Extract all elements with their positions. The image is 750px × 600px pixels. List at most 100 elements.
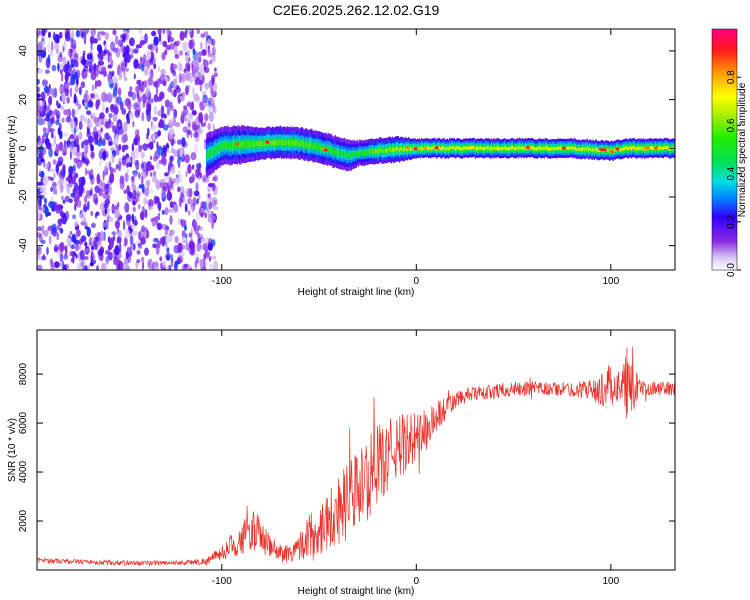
noise-cell	[117, 219, 120, 227]
noise-cell	[167, 30, 173, 37]
noise-cell	[59, 51, 63, 58]
noise-cell	[140, 56, 143, 62]
noise-cell	[193, 93, 199, 102]
noise-cell	[94, 213, 98, 219]
noise-cell	[173, 45, 178, 56]
noise-cell	[189, 267, 193, 270]
colorbar-tick-label: 0.0	[726, 263, 737, 277]
noise-cell	[170, 258, 174, 268]
noise-cell	[87, 200, 90, 211]
signal-cell	[285, 140, 287, 146]
signal-cell	[233, 141, 235, 148]
noise-cell	[179, 30, 185, 41]
noise-cell	[159, 237, 165, 245]
signal-cell	[558, 146, 561, 150]
signal-cell	[219, 144, 221, 152]
signal-cell	[444, 147, 446, 151]
noise-cell	[53, 134, 57, 146]
noise-cell	[40, 152, 44, 159]
signal-cell	[606, 148, 608, 152]
signal-cell	[328, 147, 331, 153]
signal-cell	[349, 152, 352, 158]
noise-cell	[60, 243, 63, 254]
signal-cell	[411, 146, 413, 151]
noise-cell	[93, 38, 98, 44]
signal-cell	[597, 149, 599, 153]
noise-cell	[172, 89, 177, 98]
noise-cell	[45, 69, 50, 74]
signal-cell	[338, 150, 340, 156]
noise-cell	[99, 231, 105, 242]
signal-cell	[523, 146, 526, 151]
spectrogram-x-ticks: -100 0 100	[212, 29, 620, 287]
noise-cell	[95, 99, 99, 110]
signal-cell	[262, 141, 264, 147]
noise-cell	[140, 175, 144, 186]
noise-cell	[62, 164, 66, 173]
noise-cell	[79, 249, 85, 261]
signal-cell	[570, 146, 572, 150]
signal-cell	[461, 147, 464, 151]
noise-cell	[213, 260, 219, 270]
noise-cell	[38, 169, 42, 174]
noise-cell	[131, 213, 135, 223]
noise-cell	[59, 85, 64, 93]
noise-cell	[70, 146, 73, 152]
noise-cell	[171, 182, 174, 191]
noise-cell	[140, 256, 145, 263]
noise-cell	[80, 30, 84, 39]
noise-cell	[44, 163, 50, 170]
signal-cell	[308, 142, 311, 149]
noise-cell	[199, 258, 204, 269]
noise-cell	[93, 126, 97, 136]
signal-cell	[247, 140, 249, 147]
noise-cell	[97, 249, 103, 257]
noise-cell	[52, 159, 57, 165]
signal-cell	[470, 146, 472, 150]
signal-cell	[213, 148, 215, 156]
noise-cell	[55, 119, 60, 126]
noise-cell	[83, 222, 88, 227]
noise-cell	[129, 86, 133, 92]
noise-cell	[66, 96, 70, 104]
noise-cell	[64, 81, 70, 90]
signal-cell	[301, 140, 304, 147]
signal-cell	[390, 148, 392, 153]
noise-cell	[58, 141, 64, 152]
signal-cell	[641, 147, 643, 151]
noise-cell	[88, 67, 93, 73]
colorbar-tick-label: 0.6	[726, 118, 737, 132]
noise-cell	[103, 165, 108, 176]
noise-cell	[191, 120, 197, 132]
signal-cell	[395, 146, 397, 152]
signal-cell	[478, 146, 480, 150]
signal-cell	[249, 141, 251, 148]
noise-cell	[207, 38, 211, 47]
noise-cell	[203, 31, 209, 38]
noise-cell	[200, 201, 206, 209]
noise-cell	[182, 41, 188, 51]
noise-cell	[43, 197, 48, 204]
signal-cell	[279, 138, 282, 145]
signal-cell	[556, 147, 558, 151]
noise-cell	[143, 196, 147, 206]
noise-cell	[118, 161, 122, 172]
noise-cell	[209, 263, 213, 270]
signal-cell	[353, 152, 355, 158]
signal-cell	[336, 149, 339, 156]
signal-cell	[589, 147, 591, 151]
signal-cell	[401, 146, 403, 151]
noise-cell	[144, 33, 148, 44]
noise-cell	[190, 206, 194, 211]
signal-cell	[394, 147, 396, 152]
signal-cell	[607, 148, 610, 152]
noise-cell	[126, 117, 131, 125]
noise-cell	[118, 122, 121, 128]
signal-cell	[368, 149, 370, 154]
noise-cell	[166, 147, 171, 154]
signal-cell	[287, 140, 290, 146]
noise-cell	[99, 33, 103, 40]
noise-cell	[193, 143, 199, 155]
signal-cell	[255, 140, 257, 147]
noise-cell	[90, 151, 95, 159]
